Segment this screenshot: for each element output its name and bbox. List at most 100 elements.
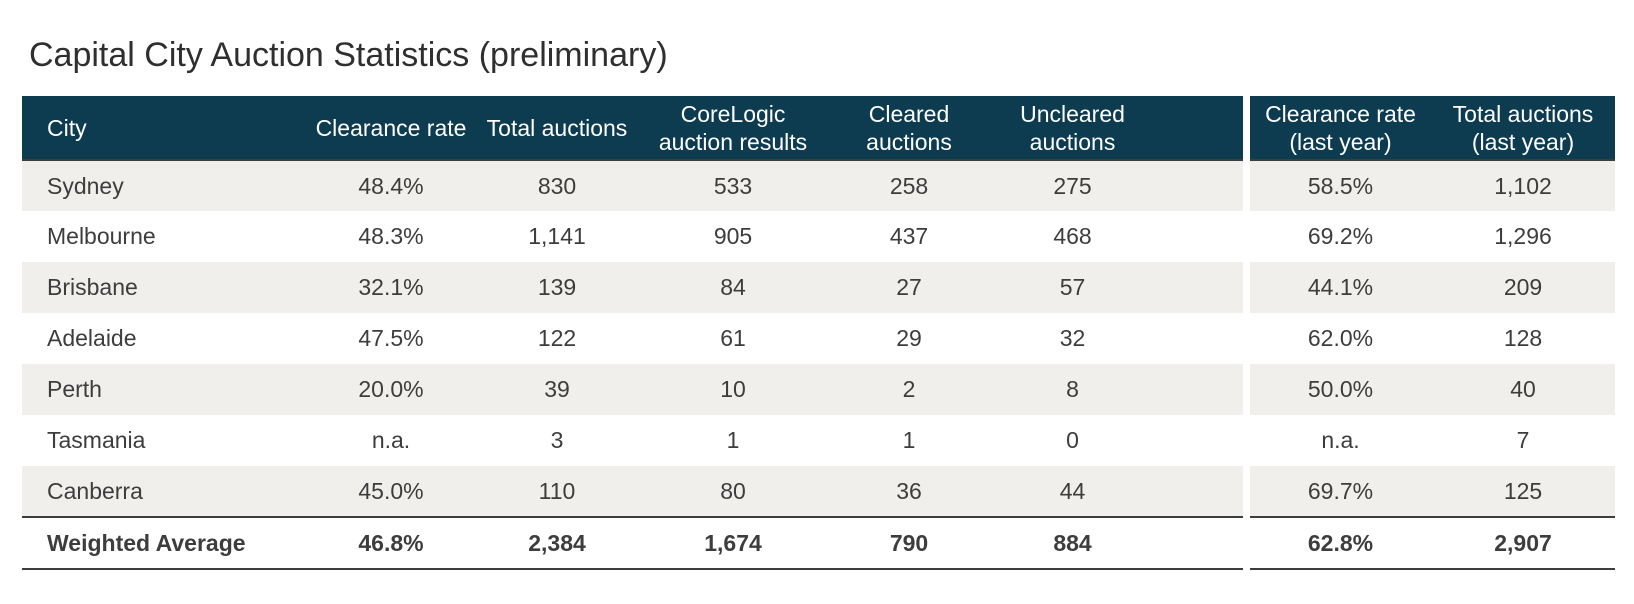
cell-uncleared: 57	[988, 262, 1243, 313]
cell-ly-total-auctions: 40	[1431, 364, 1615, 415]
cell-uncleared: 32	[988, 313, 1243, 364]
cell-ly-clearance-rate: n.a.	[1250, 415, 1431, 466]
table-row: Brisbane 32.1% 139 84 27 57	[22, 262, 1243, 313]
cell-total-auctions: 1,141	[478, 211, 636, 262]
table-header-row: City Clearance rate Total auctions CoreL…	[22, 96, 1243, 160]
cell-clearance-rate: 48.3%	[304, 211, 478, 262]
cell-clearance-rate: 20.0%	[304, 364, 478, 415]
cell-corelogic-results: 905	[636, 211, 830, 262]
total-ly-clearance-rate: 62.8%	[1250, 517, 1431, 569]
cell-city: Canberra	[22, 466, 304, 517]
cell-corelogic-results: 61	[636, 313, 830, 364]
cell-ly-total-auctions: 125	[1431, 466, 1615, 517]
cell-total-auctions: 110	[478, 466, 636, 517]
last-year-row: 69.7% 125	[1250, 466, 1615, 517]
cell-corelogic-results: 80	[636, 466, 830, 517]
cell-corelogic-results: 533	[636, 160, 830, 211]
cell-corelogic-results: 1	[636, 415, 830, 466]
total-uncleared: 884	[988, 517, 1243, 569]
cell-uncleared: 275	[988, 160, 1243, 211]
table-row: Adelaide 47.5% 122 61 29 32	[22, 313, 1243, 364]
last-year-row: 69.2% 1,296	[1250, 211, 1615, 262]
cell-clearance-rate: 47.5%	[304, 313, 478, 364]
table-row: Canberra 45.0% 110 80 36 44	[22, 466, 1243, 517]
total-city: Weighted Average	[22, 517, 304, 569]
cell-corelogic-results: 10	[636, 364, 830, 415]
cell-city: Tasmania	[22, 415, 304, 466]
cell-cleared: 27	[830, 262, 988, 313]
last-year-table: Clearance rate (last year) Total auction…	[1250, 96, 1615, 570]
last-year-row: 62.0% 128	[1250, 313, 1615, 364]
cell-ly-clearance-rate: 50.0%	[1250, 364, 1431, 415]
cell-ly-total-auctions: 128	[1431, 313, 1615, 364]
col-header-total-auctions: Total auctions	[478, 96, 636, 160]
cell-city: Melbourne	[22, 211, 304, 262]
cell-city: Sydney	[22, 160, 304, 211]
last-year-row: n.a. 7	[1250, 415, 1615, 466]
col-header-corelogic-results: CoreLogic auction results	[636, 96, 830, 160]
table-row: Perth 20.0% 39 10 2 8	[22, 364, 1243, 415]
cell-ly-clearance-rate: 69.7%	[1250, 466, 1431, 517]
cell-total-auctions: 830	[478, 160, 636, 211]
cell-ly-clearance-rate: 58.5%	[1250, 160, 1431, 211]
last-year-weighted-average-row: 62.8% 2,907	[1250, 517, 1615, 569]
cell-clearance-rate: 48.4%	[304, 160, 478, 211]
table-row: Sydney 48.4% 830 533 258 275	[22, 160, 1243, 211]
last-year-row: 50.0% 40	[1250, 364, 1615, 415]
total-cleared: 790	[830, 517, 988, 569]
cell-cleared: 36	[830, 466, 988, 517]
auction-stats-table: City Clearance rate Total auctions CoreL…	[22, 96, 1243, 570]
col-header-ly-total-line1: Total auctions	[1452, 100, 1594, 127]
cell-ly-total-auctions: 1,102	[1431, 160, 1615, 211]
cell-total-auctions: 122	[478, 313, 636, 364]
col-header-ly-rate-line1: Clearance rate	[1265, 100, 1416, 127]
total-clearance-rate: 46.8%	[304, 517, 478, 569]
col-header-clearance-rate: Clearance rate	[304, 96, 478, 160]
col-header-ly-total-line2: (last year)	[1471, 128, 1575, 155]
cell-cleared: 1	[830, 415, 988, 466]
cell-city: Adelaide	[22, 313, 304, 364]
cell-corelogic-results: 84	[636, 262, 830, 313]
table-row: Melbourne 48.3% 1,141 905 437 468	[22, 211, 1243, 262]
col-header-cleared-line2: auctions	[866, 128, 952, 155]
cell-ly-clearance-rate: 62.0%	[1250, 313, 1431, 364]
last-year-header-row: Clearance rate (last year) Total auction…	[1250, 96, 1615, 160]
cell-clearance-rate: 32.1%	[304, 262, 478, 313]
cell-ly-total-auctions: 7	[1431, 415, 1615, 466]
cell-uncleared: 468	[988, 211, 1243, 262]
page-title: Capital City Auction Statistics (prelimi…	[29, 36, 668, 74]
cell-total-auctions: 3	[478, 415, 636, 466]
cell-clearance-rate: n.a.	[304, 415, 478, 466]
col-header-ly-clearance-rate: Clearance rate (last year)	[1250, 96, 1431, 160]
total-corelogic-results: 1,674	[636, 517, 830, 569]
col-header-uncleared-line1: Uncleared	[1020, 100, 1125, 127]
cell-cleared: 2	[830, 364, 988, 415]
cell-uncleared: 8	[988, 364, 1243, 415]
col-header-ly-total-auctions: Total auctions (last year)	[1431, 96, 1615, 160]
last-year-body: 58.5% 1,102 69.2% 1,296 44.1% 209 62.0% 128 50.0…	[1250, 160, 1615, 517]
cell-uncleared: 0	[988, 415, 1243, 466]
last-year-row: 44.1% 209	[1250, 262, 1615, 313]
last-year-row: 58.5% 1,102	[1250, 160, 1615, 211]
cell-ly-clearance-rate: 44.1%	[1250, 262, 1431, 313]
cell-cleared: 437	[830, 211, 988, 262]
cell-city: Perth	[22, 364, 304, 415]
weighted-average-row: Weighted Average 46.8% 2,384 1,674 790 8…	[22, 517, 1243, 569]
cell-uncleared: 44	[988, 466, 1243, 517]
cell-cleared: 258	[830, 160, 988, 211]
total-ly-total-auctions: 2,907	[1431, 517, 1615, 569]
cell-cleared: 29	[830, 313, 988, 364]
col-header-city: City	[22, 96, 304, 160]
table-row: Tasmania n.a. 3 1 1 0	[22, 415, 1243, 466]
cell-ly-clearance-rate: 69.2%	[1250, 211, 1431, 262]
cell-ly-total-auctions: 209	[1431, 262, 1615, 313]
col-header-uncleared-auctions: Uncleared auctions	[988, 96, 1243, 160]
col-header-corelogic-line1: CoreLogic	[680, 100, 786, 127]
col-header-uncleared-line2: auctions	[1029, 128, 1116, 155]
auction-stats-body: Sydney 48.4% 830 533 258 275 Melbourne 48.3% 1,1…	[22, 160, 1243, 517]
col-header-cleared-auctions: Cleared auctions	[830, 96, 988, 160]
cell-clearance-rate: 45.0%	[304, 466, 478, 517]
col-header-corelogic-line2: auction results	[658, 128, 808, 155]
col-header-ly-rate-line2: (last year)	[1289, 128, 1392, 155]
cell-ly-total-auctions: 1,296	[1431, 211, 1615, 262]
